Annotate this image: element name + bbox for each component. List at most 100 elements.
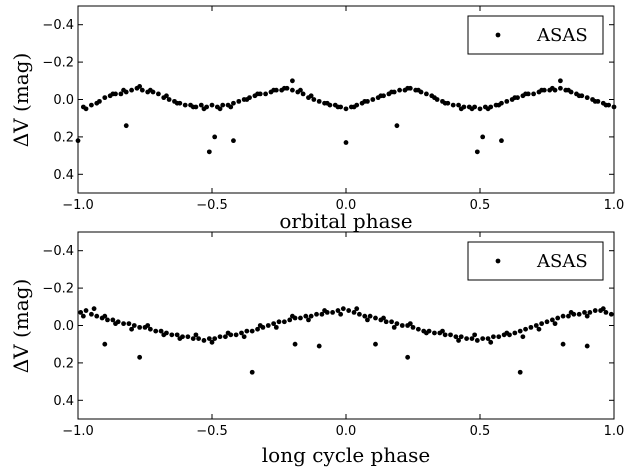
data-point <box>244 97 250 102</box>
data-point <box>373 341 378 347</box>
data-point <box>241 334 247 340</box>
y-tick-label: −0.2 <box>42 56 74 71</box>
data-point <box>407 321 413 327</box>
data-point <box>123 123 129 129</box>
data-point <box>504 98 510 104</box>
data-point <box>357 311 362 317</box>
data-point <box>464 336 469 341</box>
data-point <box>603 310 609 315</box>
x-tick-label: 0.0 <box>336 198 357 213</box>
data-point <box>212 134 218 140</box>
data-point <box>405 354 411 360</box>
data-point <box>373 315 378 321</box>
data-point <box>75 138 81 144</box>
data-point <box>206 149 212 155</box>
data-point <box>322 308 327 313</box>
data-point <box>206 336 212 341</box>
data-point <box>512 95 518 101</box>
data-point <box>164 93 169 99</box>
data-point <box>290 313 295 319</box>
data-point <box>129 87 135 93</box>
data-point <box>517 369 523 375</box>
data-point <box>298 87 303 93</box>
data-point <box>378 93 384 99</box>
data-point <box>442 332 448 338</box>
data-point <box>225 330 231 336</box>
data-point <box>362 313 368 319</box>
data-point <box>533 323 539 328</box>
data-point <box>330 310 335 315</box>
data-point <box>603 102 609 108</box>
data-point <box>257 323 263 328</box>
data-point <box>474 149 480 155</box>
data-point <box>220 102 226 108</box>
data-point <box>367 313 373 319</box>
x-tick-label: −0.5 <box>196 198 228 213</box>
data-point <box>523 91 528 97</box>
data-point <box>365 317 370 323</box>
data-point <box>343 140 349 145</box>
data-point <box>228 104 234 110</box>
data-point <box>544 319 550 325</box>
data-point <box>324 100 330 106</box>
y-ticks: −0.4 −0.2 0.0 0.2 0.4 <box>42 244 614 409</box>
y-axis-label: ΔV (mag) <box>9 279 33 374</box>
data-point <box>424 330 429 336</box>
data-point <box>300 91 306 97</box>
data-point <box>456 102 461 108</box>
data-point <box>338 311 344 317</box>
data-point <box>137 84 143 89</box>
data-point <box>335 308 341 313</box>
data-point <box>158 328 164 334</box>
data-point <box>147 326 153 332</box>
data-point <box>94 100 100 106</box>
data-point <box>91 306 97 312</box>
data-point <box>89 102 94 108</box>
legend: ASAS <box>467 241 604 281</box>
data-point <box>129 326 135 332</box>
data-point <box>131 323 137 328</box>
data-point <box>592 98 598 104</box>
data-point <box>440 328 445 334</box>
data-point <box>190 336 196 341</box>
data-point <box>303 313 309 319</box>
data-point <box>174 332 180 338</box>
data-point <box>558 85 563 91</box>
data-point <box>145 323 151 328</box>
x-tick-label: 0.5 <box>470 198 491 213</box>
data-point <box>560 313 566 319</box>
data-point <box>113 321 118 327</box>
data-point <box>555 315 561 321</box>
data-point <box>576 93 582 99</box>
data-point <box>343 106 349 112</box>
x-tick-label: 0.0 <box>336 424 357 439</box>
data-point <box>126 321 132 327</box>
data-point <box>474 338 480 343</box>
data-point <box>292 341 298 347</box>
data-point <box>469 336 475 341</box>
data-point <box>182 102 188 108</box>
data-point <box>290 87 295 93</box>
data-point <box>442 100 448 106</box>
data-point <box>424 91 429 97</box>
x-tick-label: −1.0 <box>62 198 94 213</box>
data-point <box>389 89 394 95</box>
data-point <box>335 104 341 110</box>
data-point <box>405 85 411 91</box>
x-tick-label: 0.5 <box>470 424 491 439</box>
data-point <box>391 324 397 330</box>
data-point <box>137 354 143 360</box>
data-point <box>453 334 459 340</box>
data-point <box>383 319 389 325</box>
data-point <box>249 369 255 375</box>
data-point <box>102 341 108 347</box>
data-point <box>231 100 236 106</box>
data-point <box>415 87 421 93</box>
data-point <box>469 106 475 112</box>
data-point <box>552 321 558 327</box>
data-point <box>587 310 593 315</box>
data-point <box>346 308 352 313</box>
data-point <box>566 313 571 319</box>
data-point <box>209 339 215 345</box>
data-point <box>118 91 124 97</box>
